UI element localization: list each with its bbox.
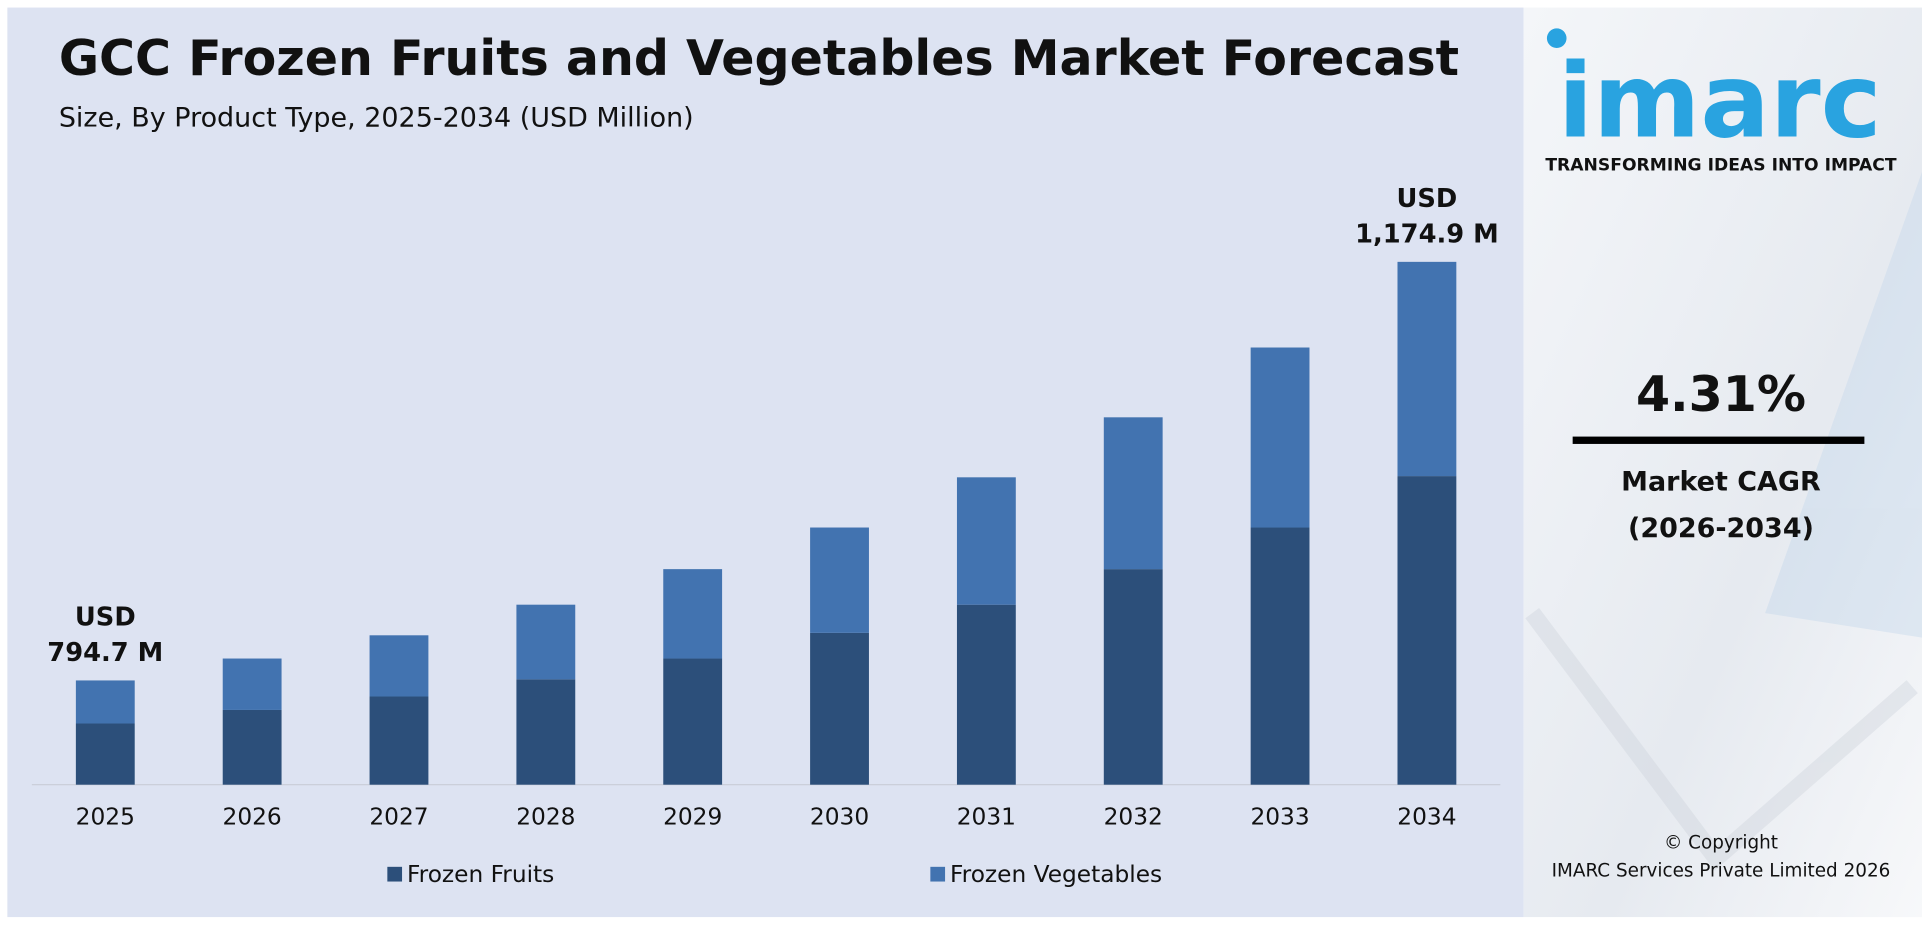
- chart-title: GCC Frozen Fruits and Vegetables Market …: [59, 29, 1459, 87]
- bar-segment: [956, 477, 1016, 605]
- logo-dot: [1546, 28, 1567, 49]
- x-tick-label: 2025: [76, 803, 135, 830]
- bar-segment: [956, 604, 1016, 785]
- cagr-rule: [1572, 436, 1865, 444]
- bar-segment: [810, 632, 869, 785]
- chart-subtitle: Size, By Product Type, 2025-2034 (USD Mi…: [59, 103, 694, 134]
- sidebar-panel: [1523, 7, 1922, 918]
- total-label: USD: [75, 602, 136, 632]
- bar-segment: [1250, 527, 1310, 785]
- x-tick-label: 2028: [516, 803, 575, 830]
- x-tick-label: 2032: [1104, 803, 1163, 830]
- total-label: USD: [1397, 184, 1458, 214]
- bar-segment: [369, 635, 429, 697]
- bar-segment: [1103, 569, 1163, 785]
- cagr-label: Market CAGR: [1621, 467, 1821, 498]
- total-label: 1,174.9 M: [1355, 219, 1499, 249]
- bar-segment: [1103, 417, 1163, 570]
- legend-swatch: [387, 866, 403, 882]
- x-tick-label: 2033: [1250, 803, 1309, 830]
- bar-segment: [222, 709, 282, 785]
- bar-segment: [222, 658, 282, 710]
- bar-segment: [75, 723, 135, 785]
- legend-swatch: [930, 866, 946, 882]
- tagline: TRANSFORMING IDEAS INTO IMPACT: [1545, 156, 1897, 176]
- sidebar-decoration: [1525, 171, 1922, 871]
- copyright: © Copyright: [1664, 833, 1778, 854]
- bar-segment: [1250, 347, 1310, 528]
- bar-segment: [810, 527, 869, 633]
- x-tick-label: 2029: [663, 803, 722, 830]
- bar-segment: [663, 569, 723, 659]
- bar-segment: [75, 680, 135, 724]
- bar-segment: [663, 658, 723, 785]
- bar-segment: [1397, 261, 1457, 477]
- bar-segment: [516, 679, 576, 785]
- bar-segment: [1397, 476, 1457, 785]
- x-tick-label: 2034: [1397, 803, 1456, 830]
- x-tick-label: 2031: [957, 803, 1016, 830]
- total-label: 794.7 M: [47, 638, 163, 668]
- logo: imarc: [1558, 41, 1882, 161]
- cagr-value: 4.31%: [1636, 365, 1806, 423]
- x-tick-label: 2030: [810, 803, 869, 830]
- x-tick-label: 2027: [369, 803, 428, 830]
- legend-label: Frozen Fruits: [407, 861, 554, 888]
- bar-segment: [516, 604, 576, 680]
- legend-label: Frozen Vegetables: [950, 861, 1162, 888]
- company: IMARC Services Private Limited 2026: [1552, 861, 1891, 882]
- bar-segment: [369, 696, 429, 785]
- x-tick-label: 2026: [223, 803, 282, 830]
- cagr-period: (2026-2034): [1628, 513, 1814, 544]
